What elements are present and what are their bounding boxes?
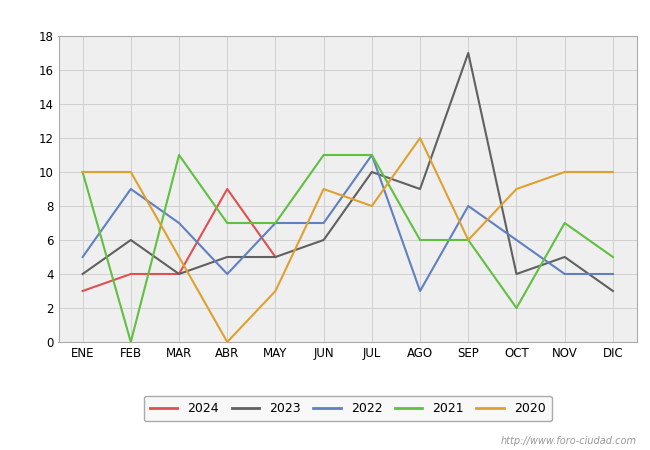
2024	[127, 271, 135, 277]
2023	[416, 186, 424, 192]
2021	[513, 305, 521, 310]
2020	[127, 169, 135, 175]
2022	[464, 203, 472, 209]
2021	[464, 237, 472, 243]
Line: 2021: 2021	[83, 155, 613, 342]
2022	[224, 271, 231, 277]
2023	[79, 271, 86, 277]
2022	[127, 186, 135, 192]
2022	[513, 237, 521, 243]
2022	[609, 271, 617, 277]
2022	[561, 271, 569, 277]
2022	[272, 220, 280, 226]
Line: 2024: 2024	[83, 189, 276, 291]
2020	[561, 169, 569, 175]
2020	[320, 186, 328, 192]
2023	[320, 237, 328, 243]
2023	[561, 254, 569, 260]
2023	[175, 271, 183, 277]
2021	[416, 237, 424, 243]
2022	[320, 220, 328, 226]
2020	[224, 339, 231, 345]
2024	[79, 288, 86, 294]
2023	[224, 254, 231, 260]
Line: 2022: 2022	[83, 155, 613, 291]
2022	[175, 220, 183, 226]
2020	[175, 254, 183, 260]
2020	[416, 135, 424, 141]
2021	[609, 254, 617, 260]
2020	[368, 203, 376, 209]
Line: 2023: 2023	[83, 53, 613, 291]
2023	[464, 50, 472, 56]
2020	[513, 186, 521, 192]
Text: Matriculaciones de Vehiculos en Arenas de San Pedro: Matriculaciones de Vehiculos en Arenas d…	[103, 8, 547, 26]
2024	[224, 186, 231, 192]
2024	[272, 254, 280, 260]
Legend: 2024, 2023, 2022, 2021, 2020: 2024, 2023, 2022, 2021, 2020	[144, 396, 552, 421]
2022	[79, 254, 86, 260]
2020	[464, 237, 472, 243]
2022	[416, 288, 424, 294]
2024	[175, 271, 183, 277]
2023	[368, 169, 376, 175]
2020	[272, 288, 280, 294]
2021	[272, 220, 280, 226]
2023	[609, 288, 617, 294]
2021	[127, 339, 135, 345]
2020	[609, 169, 617, 175]
2023	[272, 254, 280, 260]
2021	[175, 152, 183, 158]
2021	[79, 169, 86, 175]
2021	[368, 152, 376, 158]
2021	[224, 220, 231, 226]
2021	[561, 220, 569, 226]
2022	[368, 152, 376, 158]
Text: http://www.foro-ciudad.com: http://www.foro-ciudad.com	[501, 436, 637, 446]
2023	[513, 271, 521, 277]
2020	[79, 169, 86, 175]
Line: 2020: 2020	[83, 138, 613, 342]
2023	[127, 237, 135, 243]
2021	[320, 152, 328, 158]
